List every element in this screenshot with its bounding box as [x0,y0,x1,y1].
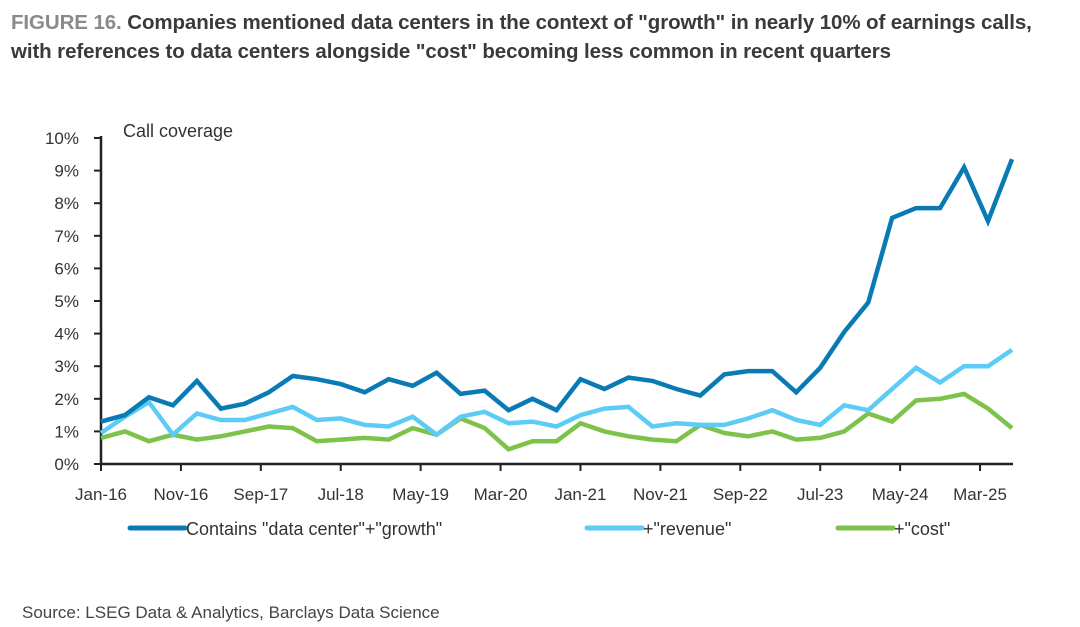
legend-label: Contains "data center"+"growth" [186,519,442,539]
chart-title: FIGURE 16. Companies mentioned data cent… [11,8,1071,66]
source-note: Source: LSEG Data & Analytics, Barclays … [22,603,440,622]
series-line-0 [100,158,1015,424]
y-tick-label: 6% [54,259,79,278]
y-tick-label: 3% [54,357,79,376]
x-tick-label: Nov-21 [633,485,688,504]
plot-lines [99,158,1015,452]
series-line-1 [99,348,1014,439]
x-tick-label: Jul-18 [318,485,364,504]
legend-label: +"revenue" [643,519,731,539]
series-line-2 [100,391,1014,452]
figure-label: FIGURE 16. [11,11,122,34]
y-tick-label: 5% [54,292,79,311]
legend-label: +"cost" [894,519,950,539]
x-tick-label: Jul-23 [797,485,843,504]
x-tick-label: May-24 [872,485,929,504]
x-tick-label: Mar-20 [474,485,528,504]
x-tick-label: Mar-25 [953,485,1007,504]
y-tick-label: 2% [54,390,79,409]
x-tick-label: Jan-16 [75,485,127,504]
x-axis: Jan-16 Nov-16 Sep-17 Jul-18 May-19 Mar-20 Jan-… [75,462,1013,504]
legend: Contains "data center"+"growth" +"revenue… [127,519,950,539]
x-tick-label: Sep-22 [713,485,768,504]
x-tick-label: May-19 [392,485,449,504]
y-tick-label: 7% [54,227,79,246]
y-axis: 0% 1% 2% 3% 4% 5% 6% 7% 8% 9% 10% [45,129,103,474]
y-tick-label: 4% [54,325,79,344]
figure-title: Companies mentioned data centers in the … [11,11,1032,63]
y-tick-label: 10% [45,129,79,148]
y-tick-label: 1% [54,422,79,441]
y-tick-label: 8% [54,194,79,213]
x-tick-label: Nov-16 [154,485,209,504]
y-tick-label: 9% [54,162,79,181]
x-tick-label: Jan-21 [554,485,606,504]
y-axis-title: Call coverage [123,121,233,141]
y-tick-label: 0% [54,455,79,474]
x-tick-label: Sep-17 [233,485,288,504]
